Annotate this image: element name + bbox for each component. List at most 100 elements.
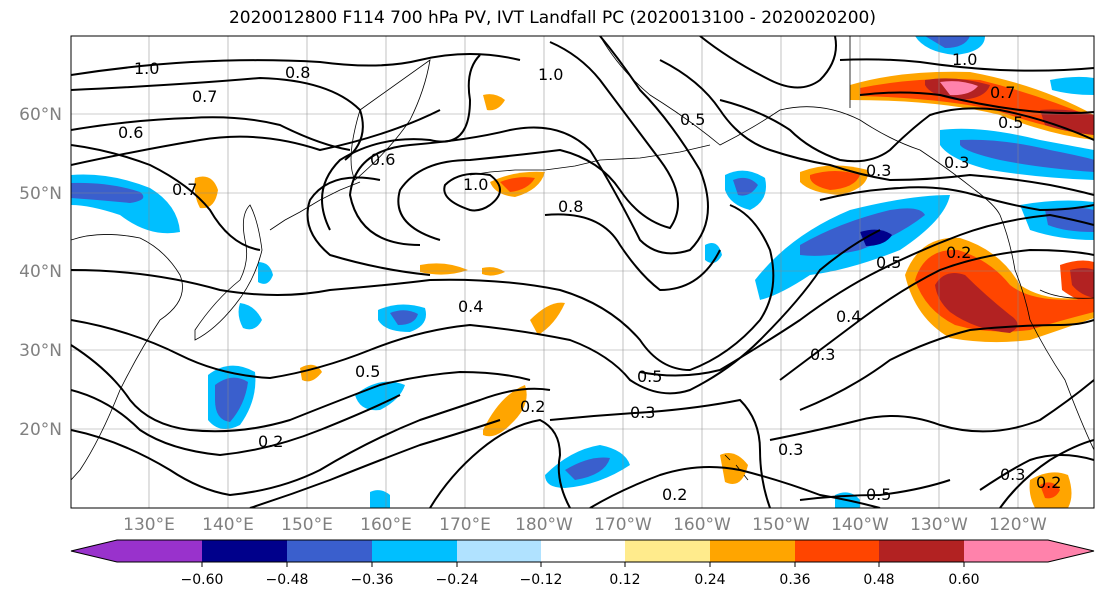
pv-contour bbox=[799, 319, 1094, 411]
colorbar-outline bbox=[70, 539, 1095, 563]
lon-label: 130°W bbox=[910, 515, 968, 535]
positive-anomaly-region bbox=[530, 302, 565, 335]
lon-label: 150°W bbox=[752, 515, 810, 535]
pv-contour bbox=[71, 76, 364, 161]
lon-label: 160°E bbox=[360, 515, 412, 535]
lon-label: 180°W bbox=[515, 515, 573, 535]
lon-label: 170°E bbox=[439, 515, 491, 535]
colorbar-tick-label: 0.12 bbox=[609, 572, 640, 588]
contour-label: 0.3 bbox=[866, 161, 891, 180]
contour-label: 0.6 bbox=[370, 150, 395, 169]
lon-label: 160°W bbox=[673, 515, 731, 535]
colorbar-tick-label: 0.36 bbox=[779, 572, 810, 588]
positive-anomaly-region bbox=[810, 171, 860, 190]
positive-anomaly-region bbox=[483, 385, 527, 437]
negative-anomaly-region bbox=[860, 229, 892, 246]
contour-label: 0.2 bbox=[1036, 473, 1061, 492]
positive-anomaly-region bbox=[482, 267, 505, 276]
colorbar-segment bbox=[202, 540, 287, 562]
kuril-aleutian-islands bbox=[269, 144, 711, 231]
pv-contour bbox=[321, 54, 481, 231]
pv-contour bbox=[769, 379, 1094, 441]
contour-label: 1.0 bbox=[463, 175, 488, 194]
pv-contour bbox=[71, 389, 401, 457]
colorbar-segment bbox=[625, 540, 710, 562]
lat-label: 50°N bbox=[19, 184, 62, 204]
contour-label: 1.0 bbox=[134, 59, 159, 78]
contour-label: 0.3 bbox=[944, 153, 969, 172]
negative-anomaly-region bbox=[390, 310, 418, 325]
pv-contour bbox=[799, 479, 951, 501]
contour-label: 0.8 bbox=[558, 197, 583, 216]
positive-anomaly-region bbox=[420, 263, 468, 275]
longitude-labels: 130°E 140°E 150°E 160°E 170°E 180°W 170°… bbox=[123, 515, 1047, 535]
contour-label: 0.5 bbox=[866, 485, 891, 504]
positive-anomaly-region bbox=[483, 94, 505, 111]
negative-anomaly-region bbox=[960, 139, 1094, 172]
negative-anomaly-region bbox=[215, 377, 248, 422]
pv-contour bbox=[979, 454, 1094, 491]
colorbar-segment bbox=[964, 540, 1094, 562]
pv-contour bbox=[719, 99, 1094, 163]
japan-islands bbox=[194, 204, 263, 341]
positive-anomaly-region bbox=[935, 272, 1018, 333]
lon-label: 140°W bbox=[831, 515, 889, 535]
colorbar-tick-label: −0.60 bbox=[181, 572, 224, 588]
colorbar: −0.60 −0.48 −0.36 −0.24 −0.12 0.12 0.24 … bbox=[70, 539, 1095, 588]
colorbar-segment bbox=[541, 540, 625, 562]
colorbar-ticks bbox=[201, 562, 965, 567]
pv-contour bbox=[639, 213, 1094, 377]
contour-label: 0.8 bbox=[285, 63, 310, 82]
coastlines bbox=[71, 36, 1094, 481]
kamchatka bbox=[350, 59, 431, 181]
pv-contour bbox=[397, 41, 679, 241]
pv-contour bbox=[348, 36, 709, 255]
contour-label: 0.4 bbox=[836, 307, 861, 326]
lat-label: 60°N bbox=[19, 105, 62, 125]
contour-label: 0.7 bbox=[990, 83, 1015, 102]
contour-label: 0.5 bbox=[355, 362, 380, 381]
north-america-border bbox=[849, 36, 1094, 299]
colorbar-segment bbox=[457, 540, 541, 562]
map-frame bbox=[70, 35, 1095, 509]
pv-contour bbox=[779, 248, 1094, 381]
positive-anomaly-region bbox=[940, 81, 978, 96]
lat-label: 30°N bbox=[19, 341, 62, 361]
contour-label: 0.7 bbox=[172, 180, 197, 199]
pv-contour bbox=[429, 418, 571, 508]
contour-label: 0.3 bbox=[630, 403, 655, 422]
negative-anomaly-region bbox=[370, 490, 390, 508]
pv-contour bbox=[71, 344, 531, 433]
pv-contour bbox=[659, 59, 1094, 196]
pv-contour bbox=[306, 176, 721, 292]
contour-label: 0.5 bbox=[680, 110, 705, 129]
colorbar-segment bbox=[372, 540, 457, 562]
positive-anomaly-region bbox=[500, 177, 535, 192]
negative-anomaly-region bbox=[565, 457, 610, 480]
map-title: 2020012800 F114 700 hPa PV, IVT Landfall… bbox=[228, 8, 876, 28]
contour-label: 1.0 bbox=[538, 65, 563, 84]
negative-anomaly-region bbox=[733, 177, 758, 196]
lon-label: 150°E bbox=[281, 515, 333, 535]
contour-label: 0.2 bbox=[520, 397, 545, 416]
colorbar-segment bbox=[287, 540, 372, 562]
pv-contour bbox=[549, 398, 771, 508]
pv-contour bbox=[699, 36, 837, 89]
pv-contour bbox=[71, 53, 521, 76]
positive-anomaly-region bbox=[1070, 268, 1094, 298]
alaska-coastline bbox=[599, 36, 1001, 216]
colorbar-segment bbox=[71, 540, 202, 562]
colorbar-tick-label: −0.36 bbox=[351, 572, 394, 588]
negative-anomaly-region bbox=[925, 36, 970, 48]
colorbar-tick-label: 0.60 bbox=[948, 572, 979, 588]
colorbar-tick-label: 0.24 bbox=[694, 572, 725, 588]
contour-labels: 1.0 0.8 0.7 0.6 0.6 0.7 0.5 1.0 0.8 0.4 … bbox=[118, 50, 1061, 504]
colorbar-segment bbox=[795, 540, 879, 562]
contour-label: 0.3 bbox=[810, 345, 835, 364]
negative-anomaly-region bbox=[258, 262, 273, 284]
pv-contour bbox=[71, 116, 351, 151]
lon-label: 170°W bbox=[594, 515, 652, 535]
pv-contour bbox=[443, 172, 501, 212]
pv-contour bbox=[819, 186, 1094, 212]
